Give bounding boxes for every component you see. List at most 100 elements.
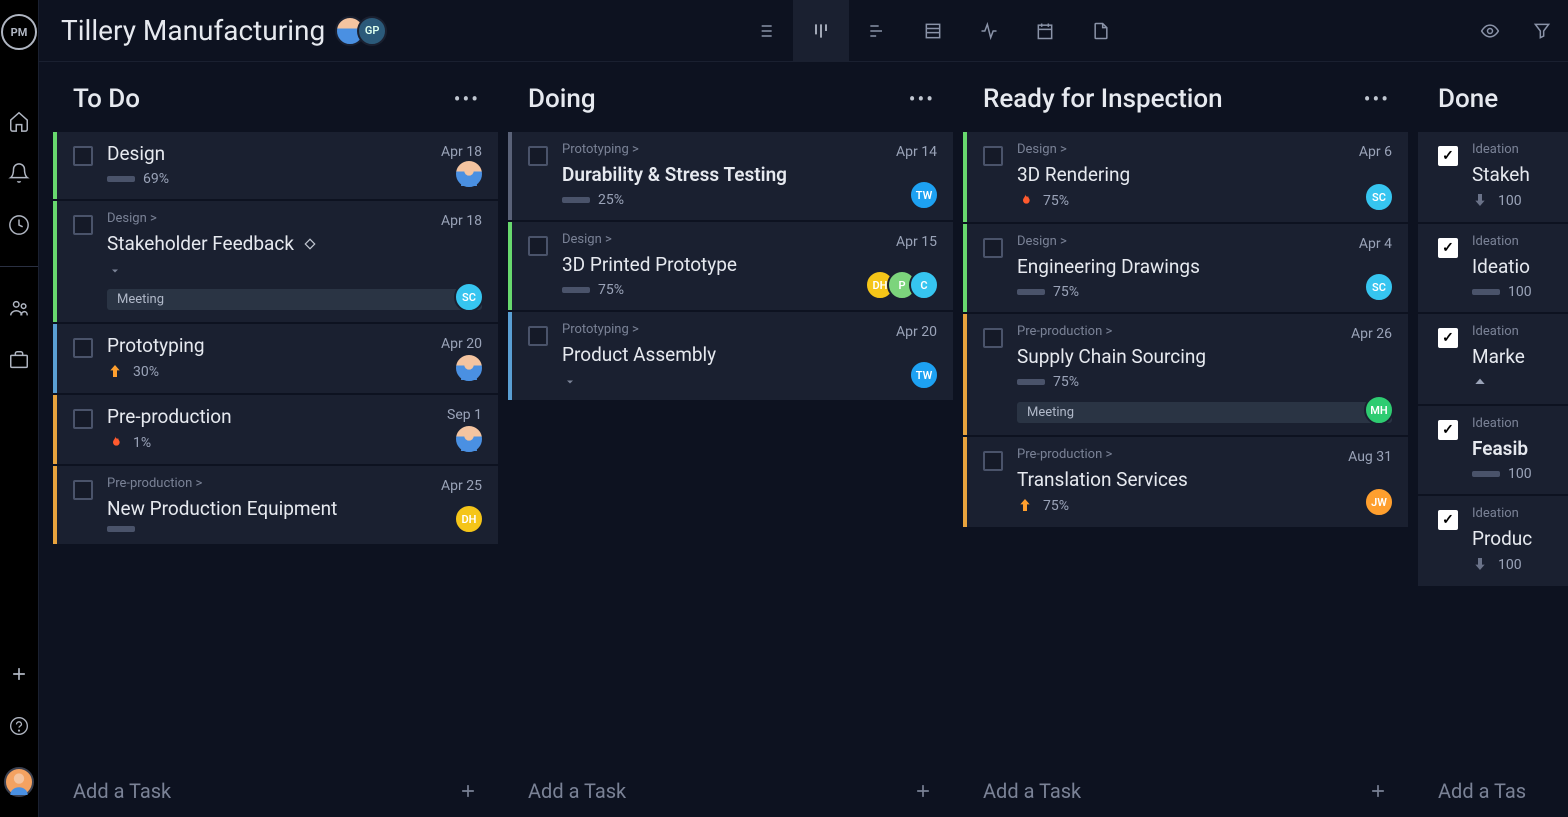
assignee-avatar[interactable] [454,159,484,189]
card-date: Apr 25 [441,478,482,494]
card-title: Translation Services [1017,468,1188,491]
task-checkbox[interactable] [73,409,93,429]
progress-bar [562,197,590,203]
task-card[interactable]: Design > Stakeholder Feedback Meeting Ap… [53,201,498,322]
task-checkbox[interactable]: ✓ [1438,420,1458,440]
assignee-avatar[interactable] [454,353,484,383]
task-checkbox[interactable] [983,328,1003,348]
view-files-icon[interactable] [1073,0,1129,62]
project-members[interactable]: GP [343,16,387,46]
task-card[interactable]: Design 69% Apr 18 [53,132,498,199]
task-card[interactable]: Prototyping > Product Assembly Apr 20TW [508,312,953,400]
task-card[interactable]: Design > 3D Printed Prototype 75% Apr 15… [508,222,953,310]
add-task-button[interactable]: Add a Task [53,765,498,817]
task-checkbox[interactable] [73,146,93,166]
task-card[interactable]: ✓ Ideation Marke [1418,314,1568,404]
view-board-icon[interactable] [793,0,849,62]
view-gantt-icon[interactable] [849,0,905,62]
task-checkbox[interactable] [73,480,93,500]
view-calendar-icon[interactable] [1017,0,1073,62]
task-checkbox[interactable]: ✓ [1438,510,1458,530]
assignee-avatar[interactable]: DH [454,504,484,534]
app-logo[interactable]: PM [1,14,37,50]
assignee-avatar[interactable]: C [909,270,939,300]
expand-chevron-icon[interactable] [562,376,578,388]
task-checkbox[interactable]: ✓ [1438,328,1458,348]
column-menu-icon[interactable]: ••• [1364,87,1390,111]
task-card[interactable]: Pre-production > New Production Equipmen… [53,466,498,544]
assignee-avatar[interactable]: TW [909,360,939,390]
card-date: Apr 18 [441,144,482,160]
team-icon[interactable] [8,297,30,319]
task-card[interactable]: Design > Engineering Drawings 75% Apr 4S… [963,224,1408,312]
card-date: Sep 1 [447,407,482,423]
task-checkbox[interactable] [73,215,93,235]
task-card[interactable]: ✓ Ideation Ideatio 100 [1418,224,1568,312]
clock-icon[interactable] [8,214,30,236]
view-list-icon[interactable] [737,0,793,62]
filter-icon[interactable] [1532,0,1552,62]
task-card[interactable]: ✓ Ideation Stakeh 100 [1418,132,1568,222]
plus-icon [913,781,933,801]
task-checkbox[interactable]: ✓ [1438,146,1458,166]
task-checkbox[interactable] [983,238,1003,258]
task-checkbox[interactable]: ✓ [1438,238,1458,258]
column-menu-icon[interactable]: ••• [454,87,480,111]
task-card[interactable]: ✓ Ideation Produc 100 [1418,496,1568,586]
column-menu-icon[interactable]: ••• [909,87,935,111]
member-avatar-gp[interactable]: GP [357,16,387,46]
assignee-avatar[interactable]: MH [1364,395,1394,425]
task-card[interactable]: ✓ Ideation Feasib 100 [1418,406,1568,494]
task-checkbox[interactable] [528,146,548,166]
assignee-avatar[interactable]: SC [454,282,484,312]
add-task-button[interactable]: Add a Task [508,765,953,817]
card-tag[interactable]: Meeting [107,289,482,310]
plus-icon [458,781,478,801]
assignee-avatar[interactable]: SC [1364,182,1394,212]
assignee-avatar[interactable]: TW [909,180,939,210]
briefcase-icon[interactable] [8,349,30,371]
card-title: Design [107,142,165,165]
card-breadcrumb: Pre-production > [107,476,482,491]
task-checkbox[interactable] [73,338,93,358]
task-card[interactable]: Design > 3D Rendering 75% Apr 6SC [963,132,1408,222]
task-checkbox[interactable] [983,146,1003,166]
card-progress: 75% [1043,498,1069,514]
add-task-button[interactable]: Add a Task [963,765,1408,817]
task-checkbox[interactable] [983,451,1003,471]
task-card[interactable]: Prototyping > Durability & Stress Testin… [508,132,953,220]
card-title: Durability & Stress Testing [562,163,787,186]
assignee-avatar[interactable]: SC [1364,272,1394,302]
card-title: Ideatio [1472,255,1530,278]
add-icon[interactable] [8,663,30,685]
assignee-avatar[interactable] [454,424,484,454]
home-icon[interactable] [8,110,30,132]
card-breadcrumb: Ideation [1472,234,1568,249]
task-card[interactable]: Pre-production > Supply Chain Sourcing 7… [963,314,1408,435]
task-card[interactable]: Prototyping 30% Apr 20 [53,324,498,393]
priority-flame-icon [107,434,125,452]
visibility-icon[interactable] [1478,0,1502,62]
plus-icon [1368,781,1388,801]
priority-down-icon [1472,192,1490,210]
card-progress: 100 [1508,466,1532,482]
card-title: Feasib [1472,437,1528,460]
card-title: Prototyping [107,334,205,357]
bell-icon[interactable] [8,162,30,184]
task-checkbox[interactable] [528,236,548,256]
help-icon[interactable] [8,715,30,737]
assignee-avatar[interactable]: JW [1364,487,1394,517]
expand-chevron-icon[interactable] [107,265,123,277]
task-card[interactable]: Pre-production > Translation Services 75… [963,437,1408,527]
card-breadcrumb: Pre-production > [1017,447,1392,462]
card-title: Supply Chain Sourcing [1017,345,1206,368]
user-avatar[interactable] [4,767,34,797]
card-tag[interactable]: Meeting [1017,402,1392,423]
card-progress: 100 [1508,284,1532,300]
task-checkbox[interactable] [528,326,548,346]
view-activity-icon[interactable] [961,0,1017,62]
view-table-icon[interactable] [905,0,961,62]
priority-down-icon [1472,556,1490,574]
add-task-button[interactable]: Add a Tas [1418,765,1568,817]
task-card[interactable]: Pre-production 1% Sep 1 [53,395,498,464]
